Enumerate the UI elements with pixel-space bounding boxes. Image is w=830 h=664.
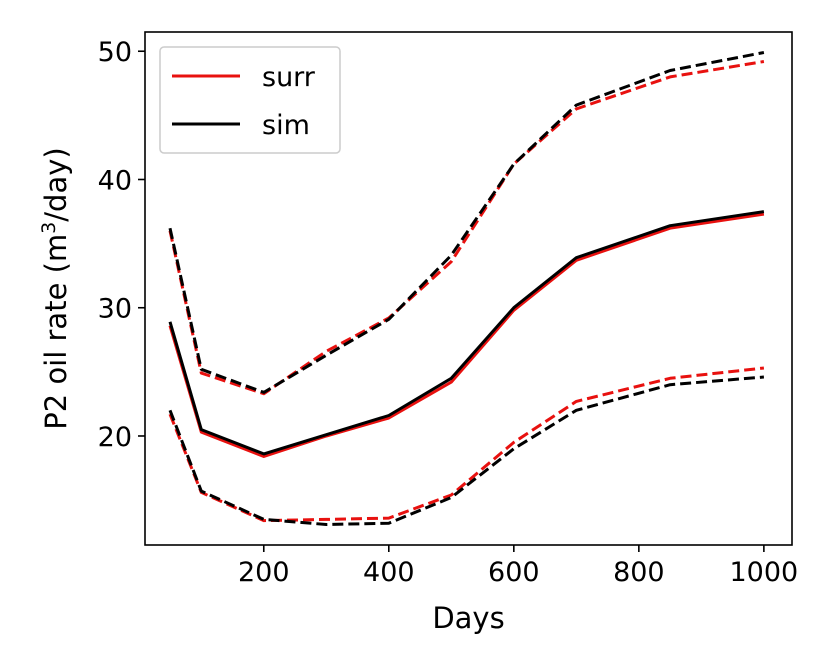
x-tick-label-800: 800 [613,557,665,588]
x-tick-label-400: 400 [363,557,415,588]
y-tick-label-20: 20 [98,422,132,453]
y-axis-ticks: 20 30 40 50 [98,37,145,453]
y-tick-label-50: 50 [98,37,132,68]
x-axis-ticks: 200 400 600 800 1000 [238,545,798,588]
legend: surr sim [159,46,341,154]
y-axis-label-superscript: 3 [38,222,60,234]
series-line-sim [168,210,765,456]
x-tick-label-600: 600 [488,557,540,588]
plot-frame [144,31,793,546]
y-tick-label-30: 30 [98,294,132,325]
series-line-sim-upper [168,51,765,394]
legend-label-surr: surr [262,62,316,93]
y-tick-label-40: 40 [98,165,132,196]
x-tick-label-200: 200 [238,557,290,588]
y-axis-label: P2 oil rate (m3/day) [38,147,73,429]
series-line-sim-lower [168,375,765,526]
series-line-surr-lower [168,366,765,523]
series-line-surr-upper [168,60,765,396]
y-axis-label-main: P2 oil rate (m [39,234,73,430]
x-axis-label: Days [432,601,504,635]
series-layer [168,51,765,526]
legend-label-sim: sim [262,110,310,141]
y-axis-label-tail: /day) [39,147,73,221]
series-line-surr [168,212,765,458]
x-tick-label-1000: 1000 [730,557,799,588]
legend-box [159,46,341,154]
